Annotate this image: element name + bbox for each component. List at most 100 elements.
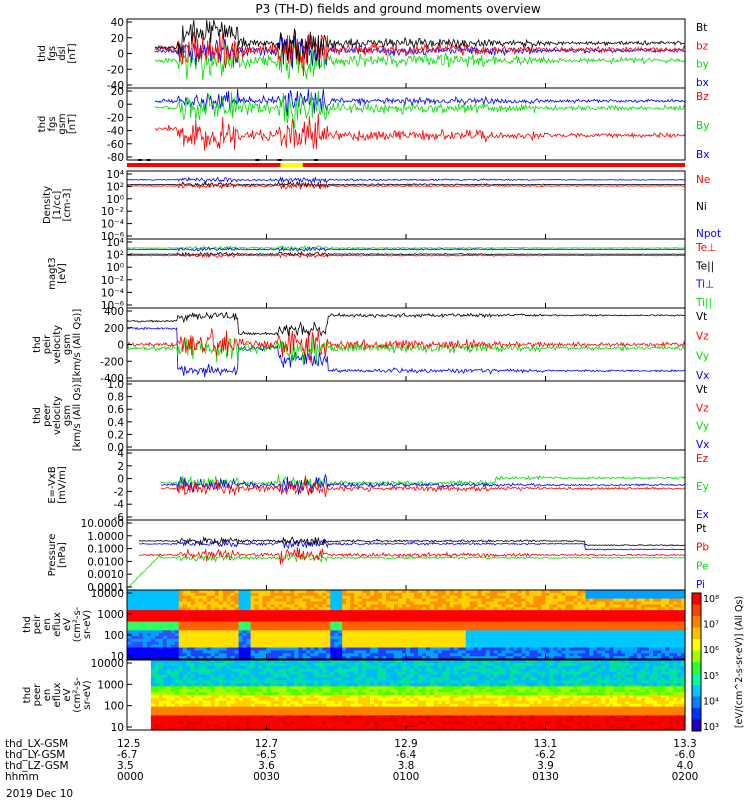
spectrogram-cell	[406, 630, 411, 634]
spectrogram-cell	[621, 615, 626, 620]
spectrogram-cell	[206, 595, 212, 600]
spectrogram-cell	[533, 601, 539, 605]
spectrogram-cell	[154, 686, 160, 690]
spectrogram-cell	[158, 653, 164, 657]
spectrogram-cell	[473, 636, 479, 640]
spectrogram-cell	[346, 653, 351, 657]
spectrogram-cell	[473, 607, 479, 611]
spectrogram-cell	[681, 627, 686, 631]
spectrogram-cell	[226, 692, 232, 696]
spectrogram-cell	[230, 706, 236, 711]
spectrogram-cell	[322, 647, 327, 651]
spectrogram-cell	[290, 621, 295, 626]
spectrogram-cell	[425, 650, 431, 654]
y-tick-label: 10⁰	[106, 262, 124, 274]
spectrogram-cell	[302, 624, 307, 628]
spectrogram-cell	[131, 662, 136, 667]
spectrogram-cell	[366, 636, 371, 640]
spectrogram-cell	[374, 595, 379, 600]
spectrogram-cell	[214, 638, 220, 643]
spectrogram-cell	[190, 727, 196, 731]
spectrogram-cell	[517, 590, 523, 594]
spectrogram-cell	[306, 644, 311, 649]
spectrogram-cell	[274, 615, 280, 620]
spectrogram-cell	[166, 695, 172, 699]
spectrogram-cell	[637, 601, 642, 605]
spectrogram-cell	[402, 647, 407, 651]
spectrogram-cell	[521, 592, 527, 597]
spectrogram-cell	[290, 700, 295, 705]
spectrogram-cell	[418, 595, 423, 600]
spectrogram-cell	[238, 621, 244, 626]
spectrogram-cell	[529, 595, 535, 600]
spectrogram-cell	[270, 683, 276, 687]
spectrogram-cell	[657, 656, 662, 660]
spectrogram-cell	[286, 700, 291, 705]
spectrogram-cell	[645, 607, 650, 611]
spectrogram-cell	[425, 613, 431, 617]
legend-pb: Pb	[696, 542, 709, 554]
spectrogram-cell	[238, 700, 244, 705]
y-tick-label: 40	[111, 17, 124, 29]
spectrogram-cell	[286, 697, 291, 702]
spectrogram-cell	[206, 607, 212, 611]
spectrogram-cell	[433, 604, 439, 608]
spectrogram-cell	[166, 686, 172, 690]
spectrogram-cell	[139, 680, 144, 684]
spectrogram-cell	[226, 592, 232, 597]
spectrogram-cell	[166, 668, 172, 673]
spectrogram-cell	[186, 668, 192, 673]
spectrogram-cell	[318, 712, 323, 716]
spectrogram-cell	[473, 590, 479, 594]
spectrogram-cell	[162, 721, 168, 725]
spectrogram-cell	[214, 650, 220, 654]
spectrogram-cell	[453, 615, 459, 620]
spectrogram-cell	[669, 627, 674, 631]
spectrogram-cell	[649, 650, 654, 654]
spectrogram-cell	[617, 638, 622, 643]
spectrogram-cell	[270, 624, 276, 628]
spectrogram-cell	[162, 692, 168, 696]
spectrogram-cell	[342, 633, 347, 637]
spectrogram-cell	[139, 671, 144, 676]
spectrogram-cell	[681, 624, 686, 628]
spectrogram-cell	[310, 665, 315, 670]
spectrogram-cell	[150, 712, 156, 716]
spectrogram-cell	[322, 618, 327, 623]
panel-efield-plot	[160, 474, 686, 498]
spectrogram-cell	[641, 595, 646, 600]
spectrogram-cell	[517, 610, 523, 614]
spectrogram-cell	[170, 604, 176, 608]
spectrogram-cell	[425, 590, 431, 594]
spectrogram-cell	[270, 724, 276, 728]
spectrogram-cell	[326, 610, 331, 614]
spectrogram-cell	[154, 653, 160, 657]
spectrogram-cell	[414, 615, 419, 620]
legend-vt: Vt	[696, 384, 707, 396]
legend-ez: Ez	[696, 453, 709, 465]
spectrogram-cell	[182, 712, 188, 716]
spectrogram-cell	[589, 647, 594, 651]
spectrogram-cell	[346, 636, 351, 640]
spectrogram-cell	[139, 665, 144, 670]
spectrogram-cell	[238, 653, 244, 657]
spectrogram-cell	[425, 607, 431, 611]
spectrogram-cell	[649, 613, 654, 617]
spectrogram-cell	[473, 653, 479, 657]
spectrogram-cell	[166, 650, 172, 654]
spectrogram-cell	[206, 610, 212, 614]
spectrogram-cell	[597, 650, 602, 654]
spectrogram-cell	[202, 709, 208, 714]
spectrogram-cell	[310, 689, 315, 693]
spectrogram-cell	[653, 644, 658, 649]
spectrogram-cell	[298, 712, 303, 716]
spectrogram-cell	[513, 615, 519, 620]
spectrogram-cell	[433, 650, 439, 654]
spectrogram-cell	[382, 627, 387, 631]
spectrogram-cell	[453, 650, 459, 654]
spectrogram-cell	[310, 700, 315, 705]
spectrogram-cell	[481, 615, 487, 620]
spectrogram-cell	[469, 598, 475, 603]
spectrogram-cell	[278, 647, 284, 651]
spectrogram-cell	[310, 607, 315, 611]
